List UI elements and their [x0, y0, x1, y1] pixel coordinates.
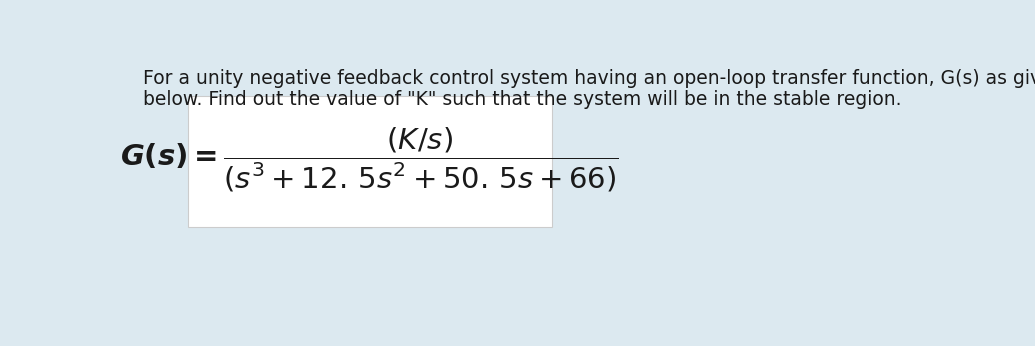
Text: For a unity negative feedback control system having an open-loop transfer functi: For a unity negative feedback control sy… [143, 69, 1035, 88]
Text: $\boldsymbol{G(s) = \dfrac{(K/s)}{(s^3 + 12.\,5s^2 + 50.\,5s + 66)}}$: $\boldsymbol{G(s) = \dfrac{(K/s)}{(s^3 +… [120, 126, 619, 194]
Text: below. Find out the value of "K" such that the system will be in the stable regi: below. Find out the value of "K" such th… [143, 90, 901, 109]
FancyBboxPatch shape [187, 96, 552, 227]
